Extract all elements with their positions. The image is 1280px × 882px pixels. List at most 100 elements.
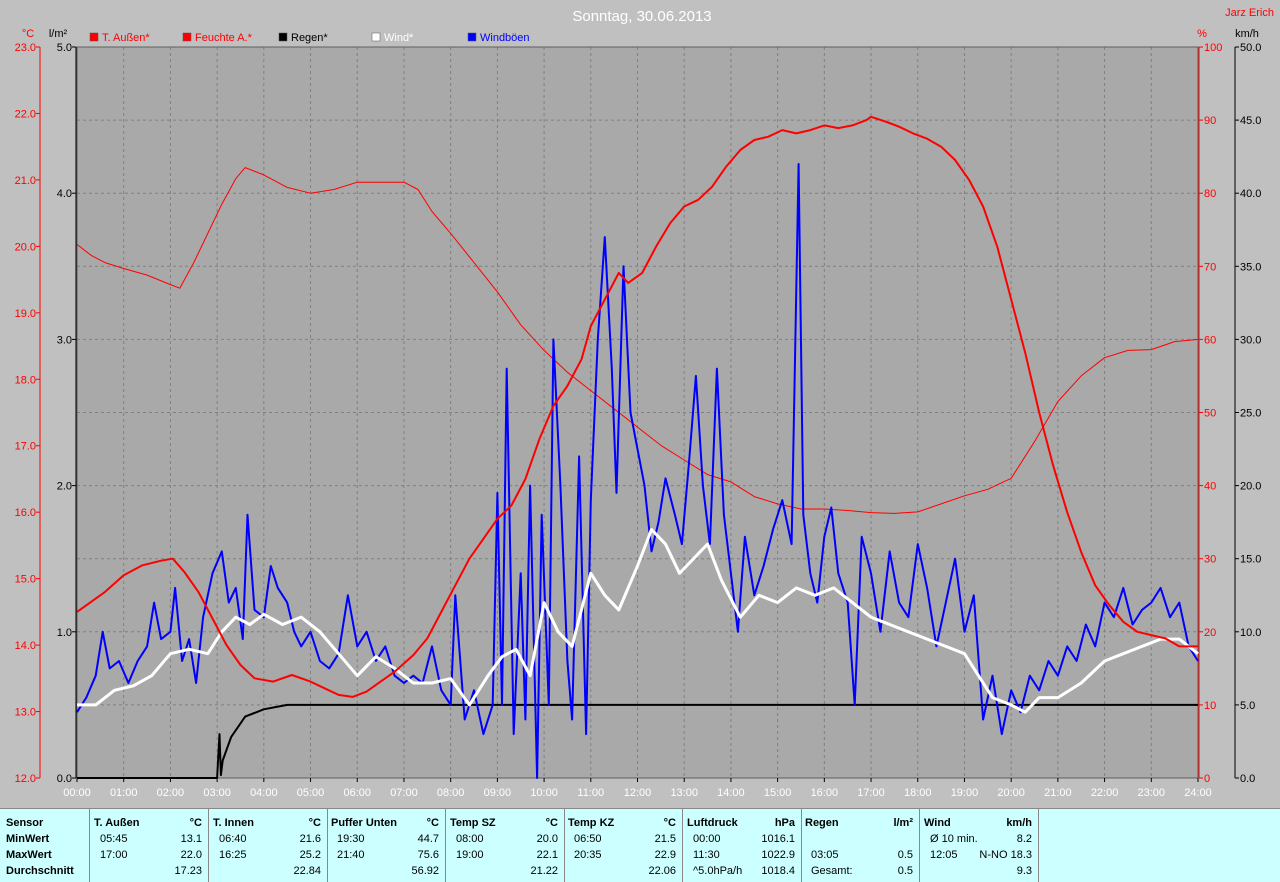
stats-block-unit: km/h	[1006, 817, 1032, 829]
legend-label: Feuchte A.*	[195, 32, 253, 44]
x-tick-label: 13:00	[670, 787, 698, 799]
stats-block-name: Temp KZ	[568, 817, 615, 829]
right-hum-unit: %	[1197, 28, 1207, 40]
stats-block-unit: °C	[545, 817, 558, 829]
temp-tick-label: 18.0	[15, 374, 36, 386]
humidity-tick-label: 90	[1204, 115, 1216, 127]
x-tick-label: 14:00	[717, 787, 745, 799]
stats-max-time: 12:05	[930, 849, 958, 861]
humidity-tick-label: 60	[1204, 334, 1216, 346]
stats-block: Temp KZ °C 06:50 21.5 20:35 22.9 22.06	[564, 809, 683, 882]
x-tick-label: 21:00	[1044, 787, 1072, 799]
temp-tick-label: 16.0	[15, 507, 36, 519]
legend-swatch	[467, 32, 477, 42]
legend-label: Wind*	[384, 32, 414, 44]
stats-block-name: T. Innen	[213, 817, 254, 829]
legend-item: Windböen	[467, 32, 530, 44]
stats-max-time: 21:40	[337, 849, 365, 861]
stats-max-value: 0.5	[897, 849, 913, 861]
stats-block: T. Innen °C 06:40 21.6 16:25 25.2 22.84	[209, 809, 328, 882]
stats-max-time: 03:05	[811, 849, 839, 861]
stats-block: Regen l/m² 03:05 0.5 Gesamt: 0.5	[801, 809, 920, 882]
x-tick-label: 06:00	[343, 787, 371, 799]
stats-block-name: Regen	[805, 817, 839, 829]
wind-tick-label: 25.0	[1240, 408, 1261, 420]
rain-tick-label: 1.0	[57, 627, 72, 639]
wind-tick-label: 5.0	[1240, 700, 1255, 712]
legend-item: Regen*	[278, 32, 328, 44]
stats-min-value: 1016.1	[761, 833, 795, 845]
stats-max-value: 25.2	[299, 849, 321, 861]
temp-tick-label: 12.0	[15, 773, 36, 785]
humidity-tick-label: 40	[1204, 481, 1216, 493]
stats-block-name: Puffer Unten	[331, 817, 397, 829]
stats-avg-value: 56.92	[411, 865, 439, 877]
x-tick-label: 20:00	[997, 787, 1025, 799]
stats-block: Luftdruck hPa 00:00 1016.1 11:30 1022.9 ^5.0hP…	[683, 809, 802, 882]
right-wind-unit: km/h	[1235, 28, 1259, 40]
stats-avg-value: 22.06	[648, 865, 676, 877]
x-tick-label: 01:00	[110, 787, 138, 799]
rain-tick-label: 4.0	[57, 188, 72, 200]
stats-block-name: T. Außen	[94, 817, 140, 829]
stats-row-label: MinWert	[6, 833, 50, 845]
temp-tick-label: 14.0	[15, 640, 36, 652]
x-tick-label: 08:00	[437, 787, 465, 799]
stats-max-time: 16:25	[219, 849, 247, 861]
series-line-feuchtea	[76, 167, 1199, 514]
stats-block-name: Wind	[924, 817, 951, 829]
stats-avg-label: ^5.0hPa/h	[693, 865, 743, 877]
wind-tick-label: 10.0	[1240, 627, 1261, 639]
temp-tick-label: 19.0	[15, 308, 36, 320]
rain-tick-label: 2.0	[57, 481, 72, 493]
stats-min-value: 21.5	[654, 833, 676, 845]
stats-block-unit: °C	[663, 817, 676, 829]
rain-tick-label: 5.0	[57, 42, 72, 54]
stats-max-time: 20:35	[574, 849, 602, 861]
legend: T. Außen* Feuchte A.* Regen* Wind* Windböen	[89, 32, 530, 44]
stats-block: T. Außen °C 05:45 13.1 17:00 22.0 17.23	[90, 809, 209, 882]
stats-avg-value: 1018.4	[761, 865, 795, 877]
x-tick-label: 05:00	[297, 787, 325, 799]
x-tick-label: 15:00	[764, 787, 792, 799]
wind-tick-label: 40.0	[1240, 188, 1261, 200]
stats-max-value: 1022.9	[761, 849, 795, 861]
x-tick-label: 16:00	[811, 787, 839, 799]
wind-tick-label: 0.0	[1240, 773, 1255, 785]
left-temp-unit: °C	[22, 28, 34, 40]
stats-row-label: MaxWert	[6, 849, 52, 861]
stats-avg-value: 17.23	[174, 865, 202, 877]
stats-block: Wind km/h Ø 10 min. 8.2 12:05 N-NO 18.3 9.3	[920, 809, 1039, 882]
stats-avg-label: Gesamt:	[811, 865, 853, 877]
wind-tick-label: 45.0	[1240, 115, 1261, 127]
stats-min-time: 06:40	[219, 833, 247, 845]
temp-tick-label: 20.0	[15, 241, 36, 253]
x-tick-label: 24:00	[1184, 787, 1212, 799]
stats-avg-value: 9.3	[1016, 865, 1032, 877]
legend-swatch	[371, 32, 381, 42]
stats-max-time: 17:00	[100, 849, 128, 861]
stats-row-label: Durchschnitt	[6, 865, 74, 877]
temp-tick-label: 22.0	[15, 108, 36, 120]
temp-tick-label: 13.0	[15, 707, 36, 719]
stats-avg-value: 21.22	[530, 865, 558, 877]
stats-block-unit: l/m²	[893, 817, 913, 829]
humidity-tick-label: 100	[1204, 42, 1222, 54]
stats-max-value: 22.1	[536, 849, 558, 861]
wind-tick-label: 35.0	[1240, 261, 1261, 273]
x-tick-label: 02:00	[157, 787, 185, 799]
stats-min-time: Ø 10 min.	[930, 833, 978, 845]
stats-max-value: N-NO 18.3	[979, 849, 1032, 861]
stats-avg-value: 22.84	[293, 865, 321, 877]
stats-min-time: 05:45	[100, 833, 128, 845]
legend-swatch	[278, 32, 288, 42]
stats-max-value: 22.0	[180, 849, 202, 861]
x-tick-label: 17:00	[857, 787, 885, 799]
humidity-tick-label: 50	[1204, 408, 1216, 420]
rain-tick-label: 3.0	[57, 334, 72, 346]
legend-swatch	[89, 32, 99, 42]
x-tick-label: 09:00	[484, 787, 512, 799]
stats-block-unit: °C	[189, 817, 202, 829]
stats-block: Temp SZ °C 08:00 20.0 19:00 22.1 21.22	[446, 809, 565, 882]
x-tick-label: 10:00	[530, 787, 558, 799]
